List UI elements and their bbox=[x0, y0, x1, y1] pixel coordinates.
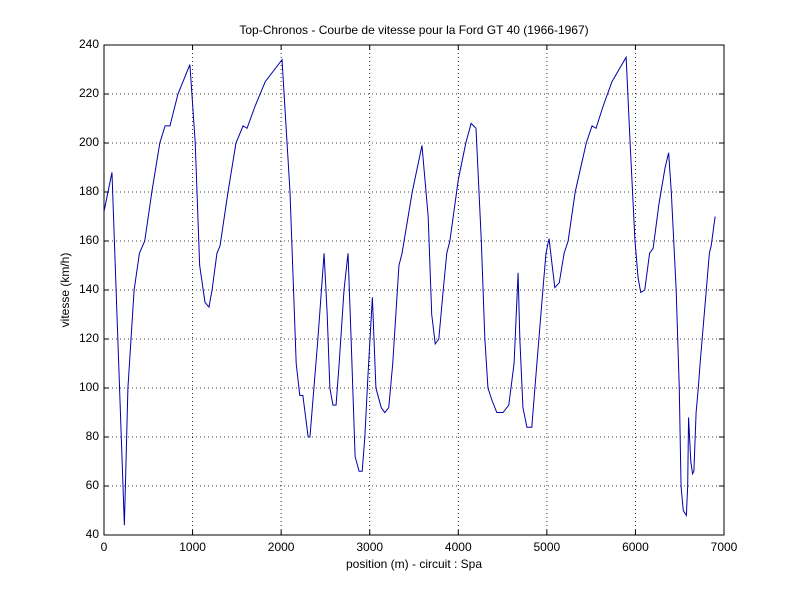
y-axis-label: vitesse (km/h) bbox=[58, 253, 72, 328]
y-tick-label: 200 bbox=[79, 135, 99, 149]
y-tick-label: 160 bbox=[79, 233, 99, 247]
x-tick-label: 5000 bbox=[534, 540, 561, 554]
x-tick-label: 3000 bbox=[356, 540, 383, 554]
x-axis-label: position (m) - circuit : Spa bbox=[346, 557, 482, 571]
x-tick-label: 6000 bbox=[622, 540, 649, 554]
y-tick-label: 60 bbox=[86, 478, 100, 492]
y-tick-label: 80 bbox=[86, 429, 100, 443]
chart-title: Top-Chronos - Courbe de vitesse pour la … bbox=[239, 23, 588, 37]
y-tick-label: 120 bbox=[79, 331, 99, 345]
y-tick-label: 180 bbox=[79, 184, 99, 198]
x-tick-label: 7000 bbox=[711, 540, 738, 554]
x-tick-label: 2000 bbox=[268, 540, 295, 554]
x-tick-label: 1000 bbox=[179, 540, 206, 554]
y-tick-label: 100 bbox=[79, 380, 99, 394]
y-tick-label: 220 bbox=[79, 86, 99, 100]
x-tick-label: 4000 bbox=[445, 540, 472, 554]
y-tick-label: 240 bbox=[79, 37, 99, 51]
x-tick-label: 0 bbox=[101, 540, 108, 554]
data-line bbox=[103, 55, 716, 526]
y-tick-label: 40 bbox=[86, 527, 100, 541]
y-tick-label: 140 bbox=[79, 282, 99, 296]
